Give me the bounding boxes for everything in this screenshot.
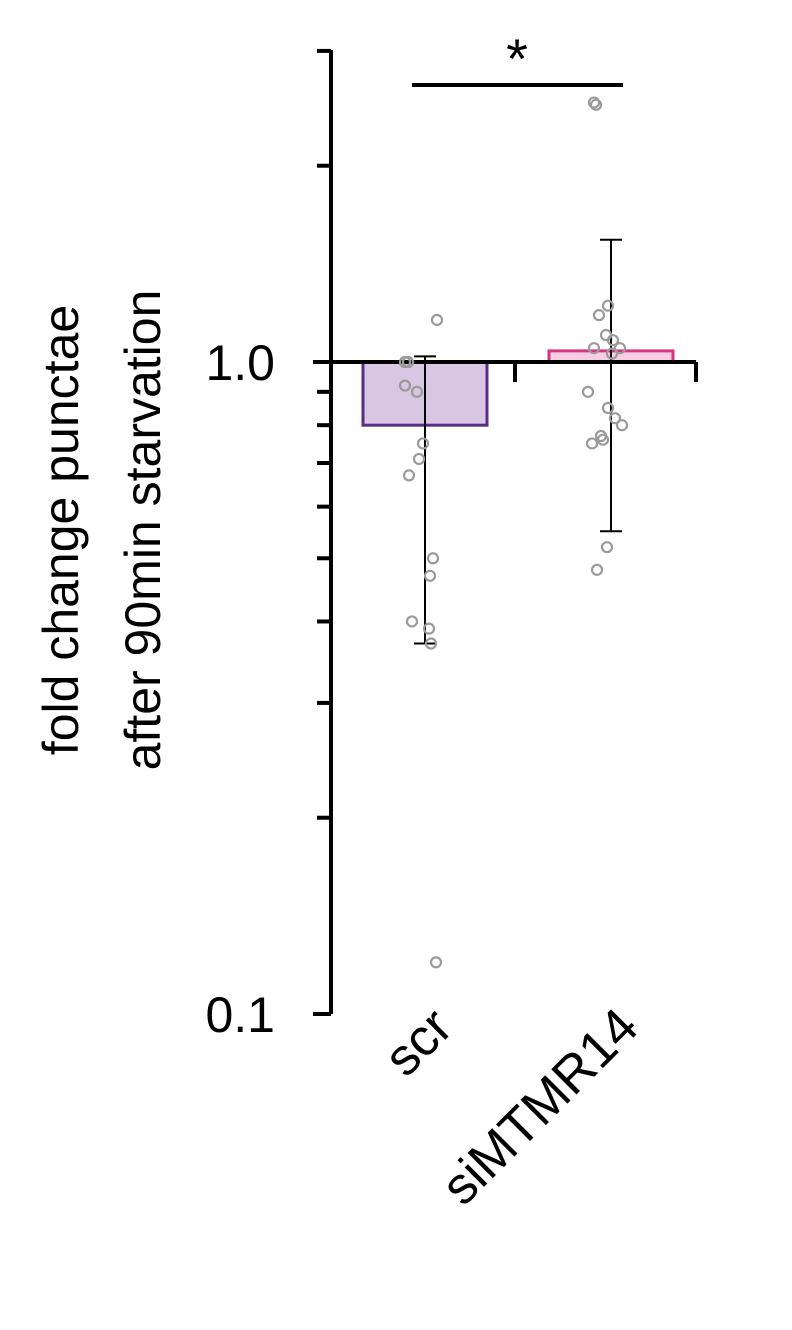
data-point [590,563,604,576]
data-point [423,569,437,582]
data-point [398,379,412,392]
y-tick-label: 0.1 [205,987,275,1043]
data-point [398,355,412,369]
data-point [585,437,599,450]
x-category-label: siMTMR14 [431,997,650,1216]
significance-label: * [506,27,528,90]
data-point [422,622,436,635]
data-point [601,299,615,312]
data-point [424,637,438,650]
data-point [430,313,444,327]
data-point [596,433,610,446]
data-point [615,419,629,432]
data-point [601,401,615,415]
data-point [608,412,622,425]
y-axis-title-line-1: fold change punctae [33,305,89,755]
data-point [605,347,619,360]
data-point [410,385,424,398]
y-axis-title: fold change punctae after 90min starvati… [33,290,171,771]
data-point [613,342,627,355]
data-point [426,552,440,565]
data-point [581,385,595,398]
data-point [592,309,606,322]
y-axis-title-line-2: after 90min starvation [115,290,171,771]
data-point [589,98,603,111]
data-point [599,328,613,342]
data-point [429,956,443,969]
y-tick-label: 1.0 [205,335,275,391]
x-category-label: scr [373,997,463,1087]
data-point [600,541,614,554]
data-point [587,342,601,355]
data-point [412,452,426,466]
data-point [402,469,416,482]
data-point [416,437,430,450]
data-point [606,334,620,347]
data-point [587,96,601,109]
data-point [405,615,419,628]
